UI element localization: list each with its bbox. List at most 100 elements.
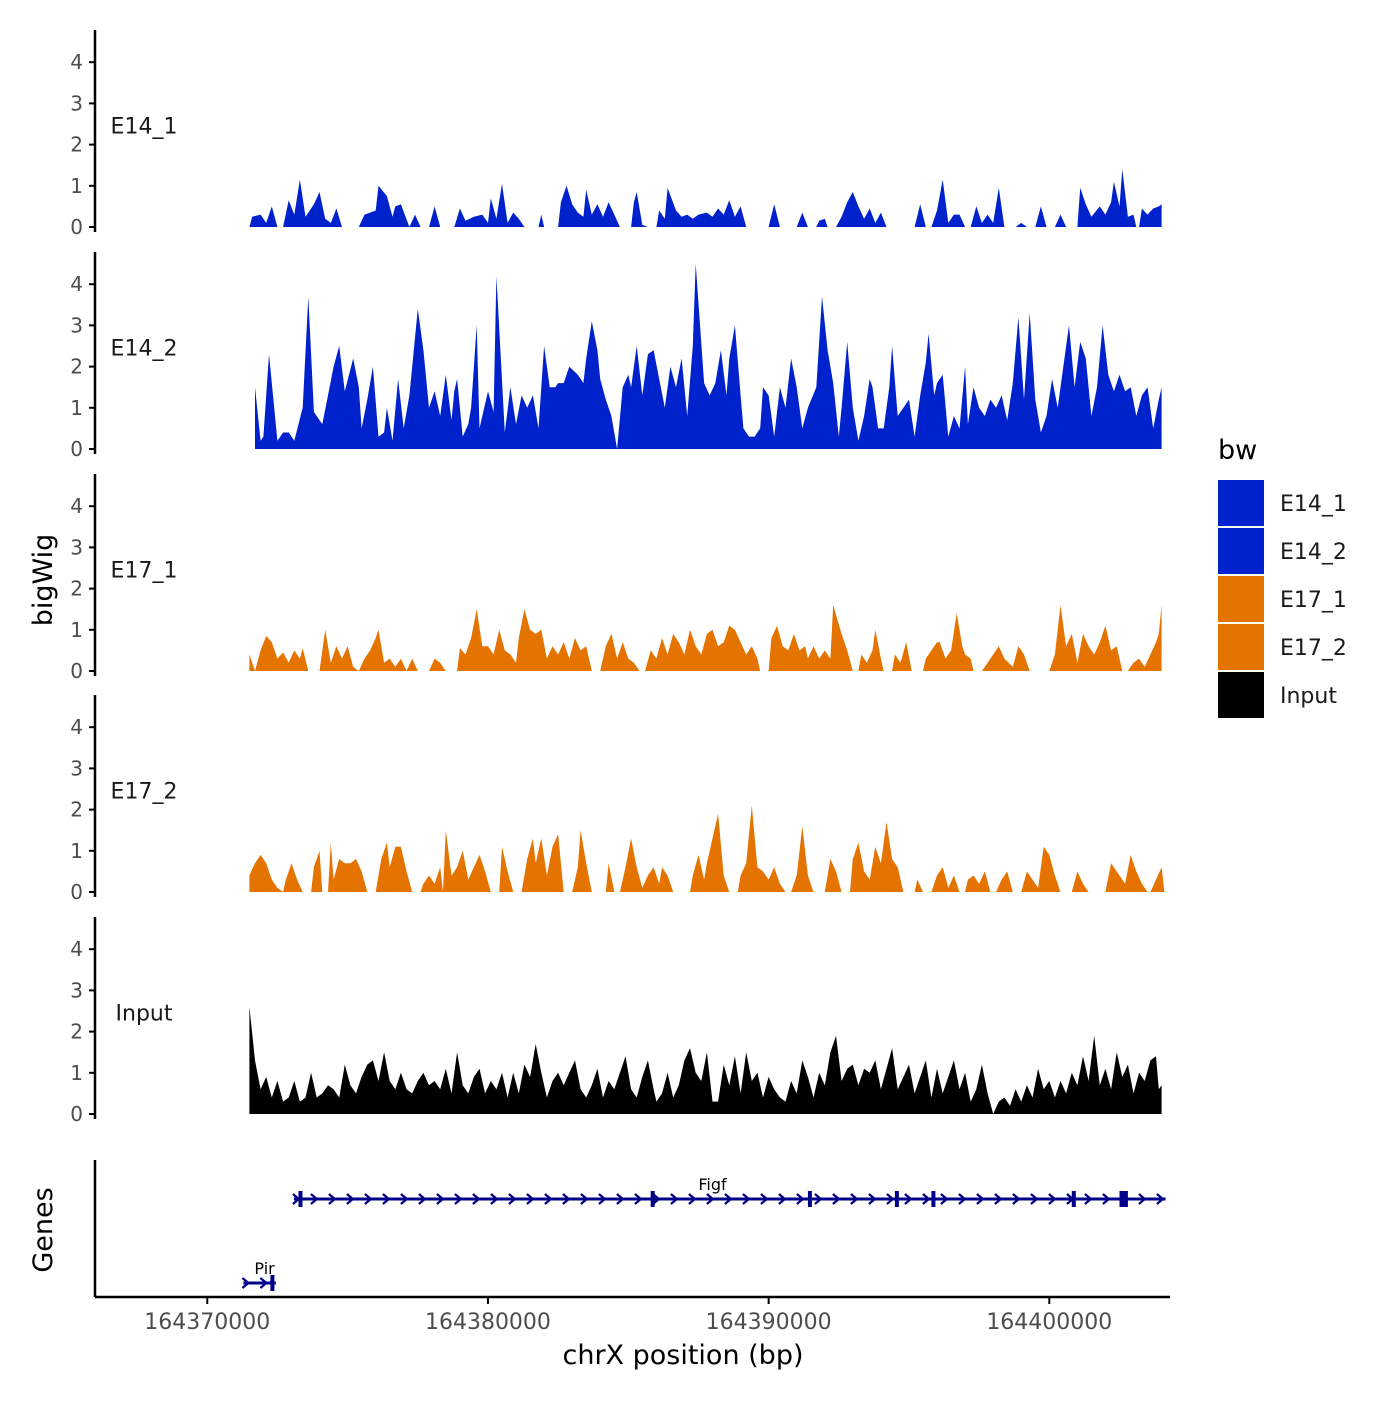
strand-chevron [598, 1193, 607, 1205]
coverage-area [249, 605, 1162, 671]
legend-label: E14_1 [1280, 492, 1347, 517]
strand-chevron [382, 1193, 391, 1205]
strand-chevron [1012, 1193, 1021, 1205]
gene-exon [1071, 1191, 1076, 1207]
x-axis: 164370000 164380000 164390000 164400000 [95, 1295, 1170, 1335]
strand-chevron [850, 1193, 859, 1205]
strand-chevron [328, 1193, 337, 1205]
strand-chevron [634, 1193, 643, 1205]
strand-chevron [922, 1193, 931, 1205]
gene-exon [894, 1191, 899, 1207]
y-tick-label: 3 [70, 313, 83, 337]
y-tick-label: 4 [70, 937, 83, 961]
strand-chevron [976, 1193, 985, 1205]
y-tick-label: 3 [70, 535, 83, 559]
strand-chevron [616, 1193, 625, 1205]
y-tick-label: 4 [70, 272, 83, 296]
y-tick-label: 3 [70, 978, 83, 1002]
strand-chevron [544, 1193, 553, 1205]
legend-entry-E17_2: E17_2 [1218, 624, 1347, 670]
legend: E14_1 E14_2 E17_1 E17_2 Input [1218, 480, 1347, 718]
x-axis-title: chrX position (bp) [562, 1340, 803, 1371]
gene-name-label: Figf [698, 1175, 727, 1194]
y-tick-label: 2 [70, 798, 83, 822]
y-tick-label: 1 [70, 174, 83, 198]
strand-chevron [886, 1193, 895, 1205]
tracks-layer: 0 1 2 3 4 E14_1 0 1 2 3 4 E14_2 0 1 2 3 4 E17_1 0 1 2 3 4 E17_2… [70, 30, 1165, 1126]
gene-exon [270, 1275, 275, 1291]
track-E17_1: 0 1 2 3 4 E17_1 [70, 474, 1162, 683]
legend-entry-E14_2: E14_2 [1218, 528, 1347, 574]
y-tick-label: 1 [70, 839, 83, 863]
strand-chevron [940, 1193, 949, 1205]
y-tick-label: 0 [70, 437, 83, 461]
legend-swatch [1218, 576, 1264, 622]
legend-label: E14_2 [1280, 540, 1347, 565]
legend-label: Input [1280, 684, 1337, 709]
strand-chevron [562, 1193, 571, 1205]
track-Input: 0 1 2 3 4 Input [70, 917, 1162, 1126]
x-tick-label: 164400000 [986, 1310, 1112, 1335]
strand-chevron [472, 1193, 481, 1205]
legend-swatch [1218, 672, 1264, 718]
coverage-area [249, 1006, 1162, 1114]
strand-chevron [958, 1193, 967, 1205]
strand-chevron [796, 1193, 805, 1205]
gene-exon [931, 1191, 936, 1207]
gene-exon [298, 1191, 303, 1207]
x-tick-label: 164390000 [706, 1310, 832, 1335]
genes-layer: Figf Pir [93, 1160, 1166, 1297]
strand-chevron [1138, 1193, 1147, 1205]
y-tick-label: 1 [70, 1061, 83, 1085]
track-E14_1: 0 1 2 3 4 E14_1 [70, 30, 1162, 239]
y-tick-label: 4 [70, 715, 83, 739]
legend-title: bw [1218, 435, 1257, 466]
gene-exon [1119, 1191, 1128, 1207]
strand-chevron [259, 1277, 269, 1289]
gene-Figf: Figf [292, 1175, 1166, 1207]
y-tick-label: 2 [70, 1020, 83, 1044]
y-tick-label: 2 [70, 133, 83, 157]
strand-chevron [688, 1193, 697, 1205]
y-axis-title: bigWig [28, 534, 59, 627]
y-tick-label: 1 [70, 396, 83, 420]
strand-chevron [778, 1193, 787, 1205]
strand-chevron [1102, 1193, 1111, 1205]
legend-label: E17_2 [1280, 636, 1347, 661]
y-tick-label: 1 [70, 618, 83, 642]
y-tick-label: 3 [70, 91, 83, 115]
gene-exon [807, 1191, 812, 1207]
strand-chevron [670, 1193, 679, 1205]
strand-chevron [652, 1193, 661, 1205]
coverage-area [249, 169, 1162, 227]
y-tick-label: 0 [70, 659, 83, 683]
strand-chevron [526, 1193, 535, 1205]
strand-chevron [454, 1193, 463, 1205]
legend-entry-Input: Input [1218, 672, 1337, 718]
coverage-area [255, 263, 1162, 449]
legend-swatch [1218, 480, 1264, 526]
strand-chevron [580, 1193, 589, 1205]
legend-swatch [1218, 624, 1264, 670]
strand-chevron [418, 1193, 427, 1205]
strand-chevron [742, 1193, 751, 1205]
strand-chevron [436, 1193, 445, 1205]
strand-chevron [760, 1193, 769, 1205]
y-tick-label: 2 [70, 355, 83, 379]
y-tick-label: 0 [70, 880, 83, 904]
strand-chevron [490, 1193, 499, 1205]
strand-chevron [814, 1193, 823, 1205]
strand-chevron [1084, 1193, 1093, 1205]
strand-chevron [1030, 1193, 1039, 1205]
track-label: E17_1 [111, 558, 178, 583]
y-tick-label: 2 [70, 577, 83, 601]
strand-chevron [364, 1193, 373, 1205]
y-tick-label: 4 [70, 494, 83, 518]
track-label: E17_2 [111, 779, 178, 804]
strand-chevron [508, 1193, 517, 1205]
track-label: E14_2 [111, 336, 178, 361]
gene-exon [650, 1191, 655, 1207]
strand-chevron [994, 1193, 1003, 1205]
x-tick-label: 164370000 [144, 1310, 270, 1335]
y-tick-label: 0 [70, 1102, 83, 1126]
